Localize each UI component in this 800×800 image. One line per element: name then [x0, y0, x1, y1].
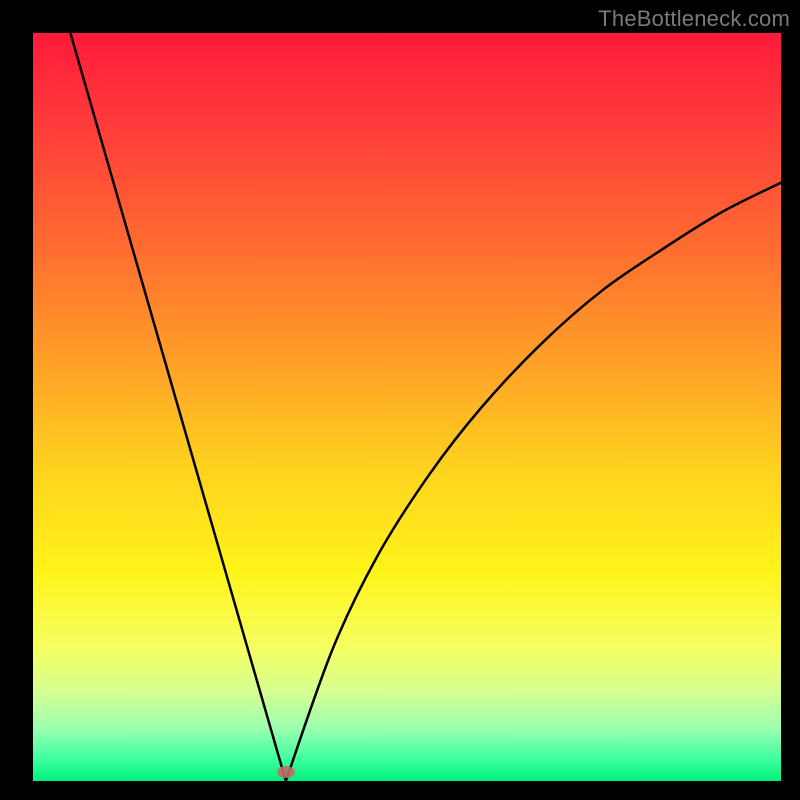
minimum-marker [277, 766, 295, 778]
chart-svg [0, 0, 800, 800]
chart-root: TheBottleneck.com [0, 0, 800, 800]
plot-background [33, 33, 781, 781]
